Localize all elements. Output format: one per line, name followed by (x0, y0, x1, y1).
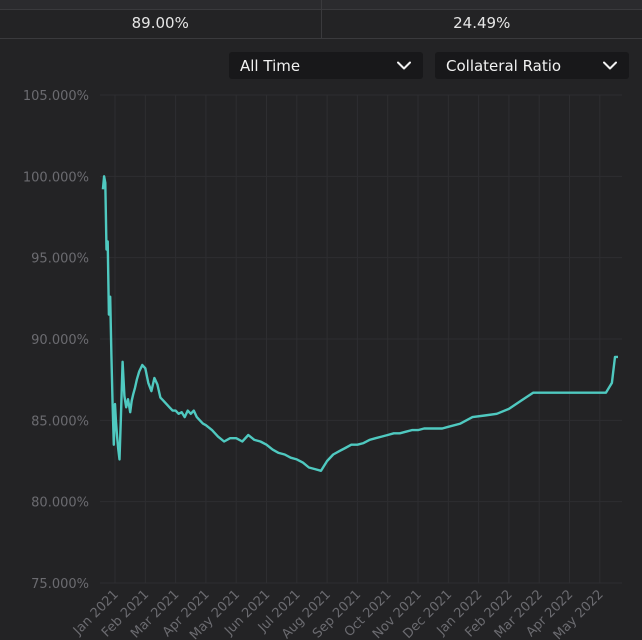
y-tick-label: 85.000% (31, 414, 89, 429)
stat-cell-left: 89.00% (0, 0, 321, 38)
stat-value-left: 89.00% (131, 14, 189, 32)
chevron-down-icon (396, 58, 412, 74)
y-axis-labels: 105.000% 100.000% 95.000% 90.000% 85.000% 80.… (23, 89, 89, 592)
y-tick-label: 80.000% (31, 496, 89, 511)
time-range-dropdown[interactable]: All Time (229, 52, 423, 79)
time-range-label: All Time (240, 56, 301, 75)
y-tick-label: 75.000% (31, 577, 89, 592)
y-tick-label: 95.000% (31, 252, 89, 267)
chevron-down-icon (602, 58, 618, 74)
collateral-ratio-line (101, 175, 618, 472)
metric-dropdown[interactable]: Collateral Ratio (435, 52, 629, 79)
metric-label: Collateral Ratio (446, 56, 562, 75)
stats-bar: 89.00% 24.49% (0, 0, 642, 39)
stat-value-right: 24.49% (453, 14, 511, 32)
y-tick-label: 90.000% (31, 333, 89, 348)
collateral-ratio-chart: 105.000% 100.000% 95.000% 90.000% 85.000% 80.… (23, 89, 622, 640)
horizontal-gridlines (100, 94, 622, 584)
y-tick-label: 100.000% (23, 170, 89, 185)
y-tick-label: 105.000% (23, 89, 89, 104)
stat-cell-right: 24.49% (320, 0, 642, 38)
